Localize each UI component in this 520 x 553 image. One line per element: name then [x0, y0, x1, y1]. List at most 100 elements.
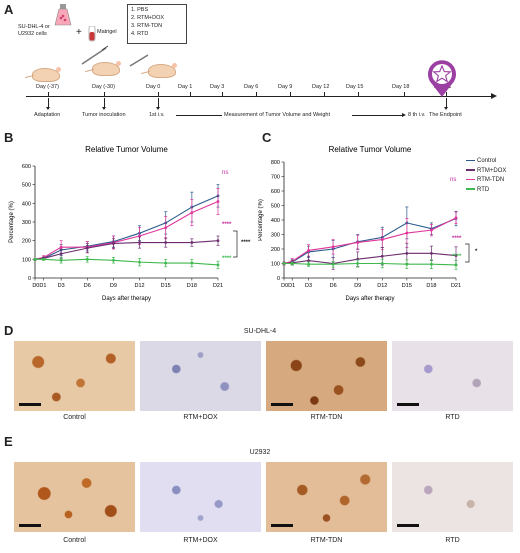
y-tick-label: 0	[28, 276, 31, 282]
chart-title: Relative Tumor Volume	[85, 145, 168, 154]
significance-bracket	[465, 243, 470, 263]
day-label: Day 12	[312, 84, 330, 90]
syringe-icon-2	[129, 54, 149, 67]
event-endpoint: The Endpoint	[429, 112, 462, 118]
data-point-rtmtdn	[454, 216, 458, 220]
x-tick-label: D9	[110, 283, 117, 289]
data-point-rtmdox	[454, 254, 458, 257]
data-point-rtmdox	[138, 241, 141, 244]
data-point-rtd	[282, 262, 286, 265]
annotation-rtmdox-sig: ****	[222, 222, 232, 228]
panel-b-letter: B	[4, 130, 14, 145]
y-tick-label: 400	[271, 218, 280, 224]
data-point-rtd	[405, 262, 409, 266]
data-point-rtmdox	[59, 252, 63, 256]
ihc-e-rtmdox	[140, 462, 261, 532]
y-tick-label: 500	[22, 183, 31, 189]
scale-bar	[271, 403, 293, 406]
day-tick	[104, 92, 105, 97]
day-tick	[190, 92, 191, 97]
y-tick-label: 700	[271, 175, 280, 181]
treatment-3: 3. RTM-TDN	[131, 23, 163, 29]
x-tick-label: D0D1	[281, 283, 295, 289]
data-point-rtmtdn	[405, 231, 409, 235]
y-tick-label: 800	[271, 160, 280, 166]
data-point-rtd	[42, 257, 46, 261]
day-label: Day 15	[346, 84, 364, 90]
matrigel-label: Matrigel	[97, 29, 117, 35]
data-point-rtd	[290, 262, 294, 265]
event-adaptation: Adaptation	[34, 112, 61, 118]
data-point-rtmdox	[216, 239, 220, 243]
matrigel-tube-icon	[88, 26, 96, 42]
mouse-icon-3	[148, 63, 177, 78]
day-tick	[158, 92, 159, 97]
x-axis-label: Days after therapy	[102, 296, 151, 302]
x-tick-label: D18	[426, 283, 436, 289]
treatment-4: 4. RTD	[131, 31, 149, 37]
legend-item-rtd: RTD	[466, 186, 506, 196]
scale-bar	[271, 524, 293, 527]
y-axis-label: Percentage (%)	[9, 201, 15, 243]
ihc-d-label-rtmtdn: RTM-TDN	[310, 414, 343, 421]
data-point-rtmtdn	[331, 245, 335, 249]
ihc-d-label-rtd: RTD	[445, 414, 460, 421]
day-tick	[256, 92, 257, 97]
measurement-arrow-right	[352, 115, 404, 116]
y-tick-label: 500	[271, 204, 280, 210]
measurement-arrowhead	[402, 113, 406, 117]
data-point-rtmtdn	[164, 226, 168, 229]
annotation-rtd-sig: ****	[222, 256, 232, 262]
event-eighth-iv: 8 th i.v.	[408, 112, 426, 118]
legend: Control RTM+DOX RTM-TDN RTD	[466, 157, 506, 195]
panel-a-letter: A	[4, 2, 14, 17]
x-tick-label: D15	[402, 283, 412, 289]
ihc-d-rtmtdn	[266, 341, 387, 411]
y-axis-label: Percentage (%)	[258, 199, 264, 241]
chart-c: Relative Tumor Volume 0 100 200 300 400 500 600…	[258, 145, 478, 302]
event-arrow-inoculation	[102, 98, 106, 110]
day-tick	[290, 92, 291, 97]
data-point-rtmtdn	[190, 211, 194, 215]
legend-item-rtmdox: RTM+DOX	[466, 167, 506, 177]
y-tick-label: 0	[277, 276, 280, 282]
ihc-e-label-rtmtdn: RTM-TDN	[310, 537, 343, 544]
day-tick	[358, 92, 359, 97]
day-label: Day 3	[210, 84, 225, 90]
data-point-rtd	[112, 258, 115, 262]
event-measurement: Measurement of Tumor Volume and Weight	[224, 112, 330, 118]
legend-marker-control	[466, 159, 475, 162]
endpoint-star-icon	[428, 60, 456, 97]
data-point-rtd	[430, 262, 433, 266]
timeline-arrowhead	[491, 93, 497, 99]
day-tick	[48, 92, 49, 97]
cell-flask-icon	[54, 4, 72, 26]
ihc-d-rtmdox	[140, 341, 261, 411]
x-tick-label: D21	[451, 283, 461, 289]
plus-sign: +	[76, 27, 82, 38]
series-line-rtmtdn	[34, 200, 219, 260]
y-tick-label: 200	[271, 247, 280, 253]
data-point-rtmdox	[112, 242, 115, 245]
scale-bar	[397, 524, 419, 527]
x-tick-label: D3	[305, 283, 312, 289]
ihc-e-rtd	[392, 462, 513, 532]
x-tick-label: D6	[330, 283, 337, 289]
event-arrow-first-iv	[156, 98, 160, 110]
ihc-e-label-rtmdox: RTM+DOX	[183, 537, 218, 544]
ihc-d-label-rtmdox: RTM+DOX	[183, 414, 218, 421]
day-tick	[324, 92, 325, 97]
y-tick-label: 100	[22, 257, 31, 263]
section-d-title: SU-DHL-4	[243, 328, 277, 335]
timeline-axis	[26, 96, 492, 97]
x-tick-label: D6	[84, 283, 91, 289]
day-tick	[404, 92, 405, 97]
day-tick	[446, 92, 447, 97]
schematic-panel: SU-DHL-4 or U2932 cells + Matrigel 1. PB…	[0, 0, 520, 125]
legend-item-control: Control	[466, 157, 506, 167]
y-tick-label: 400	[22, 201, 31, 207]
ihc-row-e	[14, 462, 514, 532]
x-tick-label: D12	[135, 283, 145, 289]
day-label: Day (-37)	[36, 84, 59, 90]
panel-d-letter: D	[4, 323, 14, 338]
